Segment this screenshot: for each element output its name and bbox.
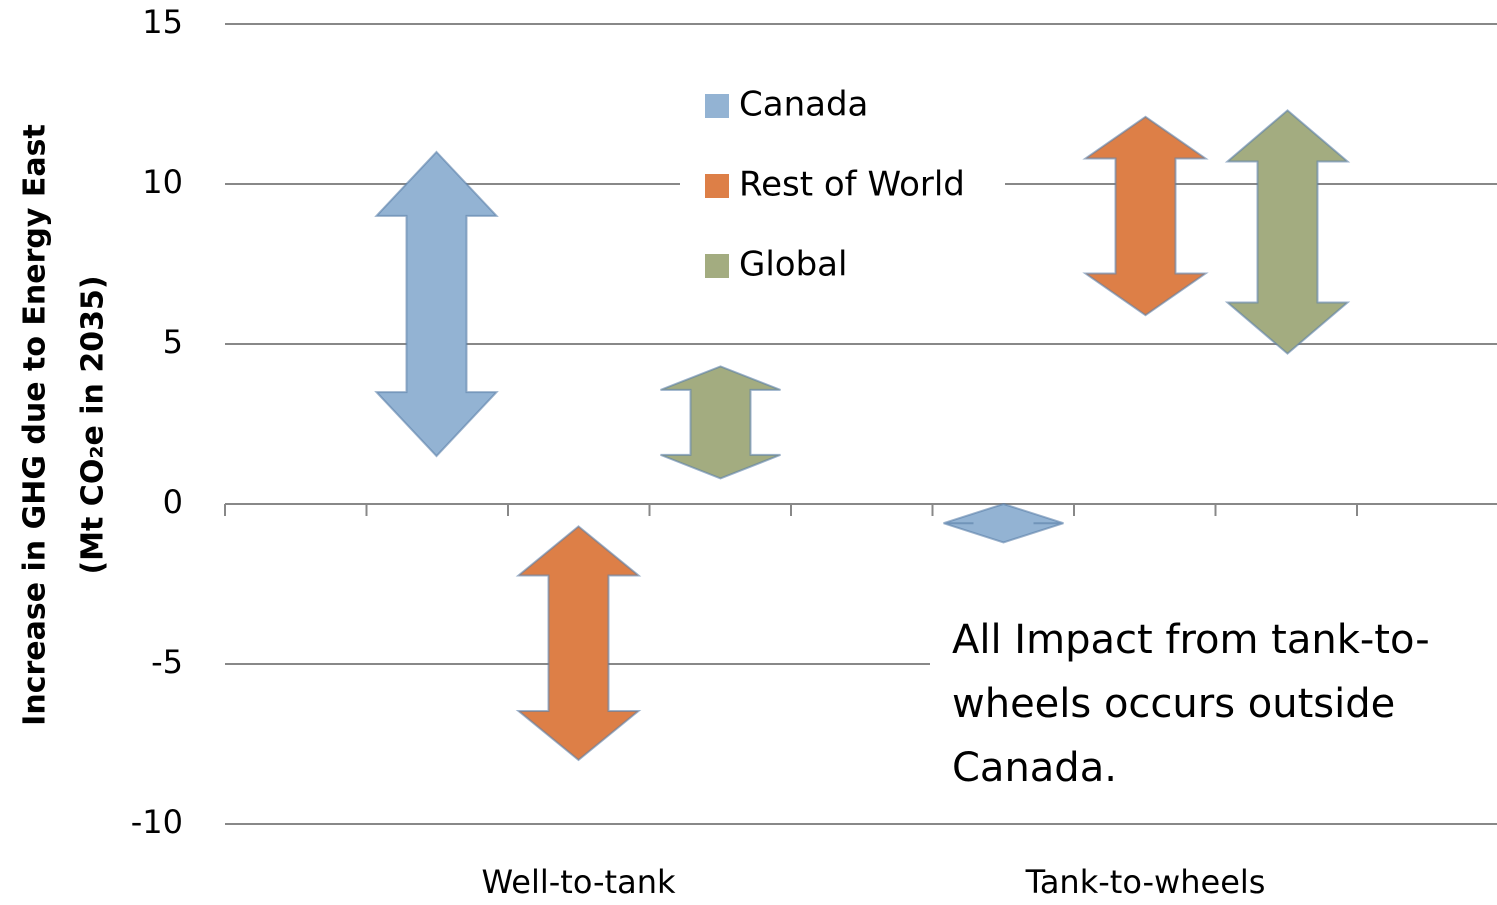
- range-arrow: [374, 150, 499, 458]
- x-tick-label: Well-to-tank: [481, 863, 675, 901]
- range-arrow: [943, 502, 1064, 544]
- y-tick-label: 0: [163, 483, 183, 521]
- range-arrow: [660, 365, 781, 480]
- legend-background: [680, 80, 1005, 290]
- legend-swatch: [705, 174, 729, 198]
- y-axis-label-line: (Mt CO₂e in 2035): [76, 275, 111, 574]
- range-arrow: [1224, 109, 1351, 355]
- y-tick-label: -5: [151, 643, 183, 681]
- y-tick-label: -10: [131, 803, 183, 841]
- annotation-background: [930, 610, 1497, 800]
- annotation: Canada.: [952, 745, 1117, 791]
- y-tick-label: 5: [163, 323, 183, 361]
- legend-swatch: [705, 254, 729, 278]
- legend-swatch: [705, 94, 729, 118]
- legend-label: Global: [739, 245, 847, 285]
- y-axis-label: Increase in GHG due to Energy East (Mt C…: [18, 124, 111, 726]
- annotation: All Impact from tank-to-: [952, 617, 1430, 663]
- y-tick-label: 15: [142, 3, 183, 41]
- legend-label: Rest of World: [739, 165, 965, 205]
- range-arrow: [515, 525, 642, 762]
- range-arrow: [1082, 115, 1209, 317]
- legend-label: Canada: [739, 85, 868, 125]
- y-axis-label-line: Increase in GHG due to Energy East: [18, 124, 53, 726]
- y-tick-label: 10: [142, 163, 183, 201]
- annotation: wheels occurs outside: [952, 681, 1395, 727]
- x-tick-label: Tank-to-wheels: [1025, 863, 1266, 901]
